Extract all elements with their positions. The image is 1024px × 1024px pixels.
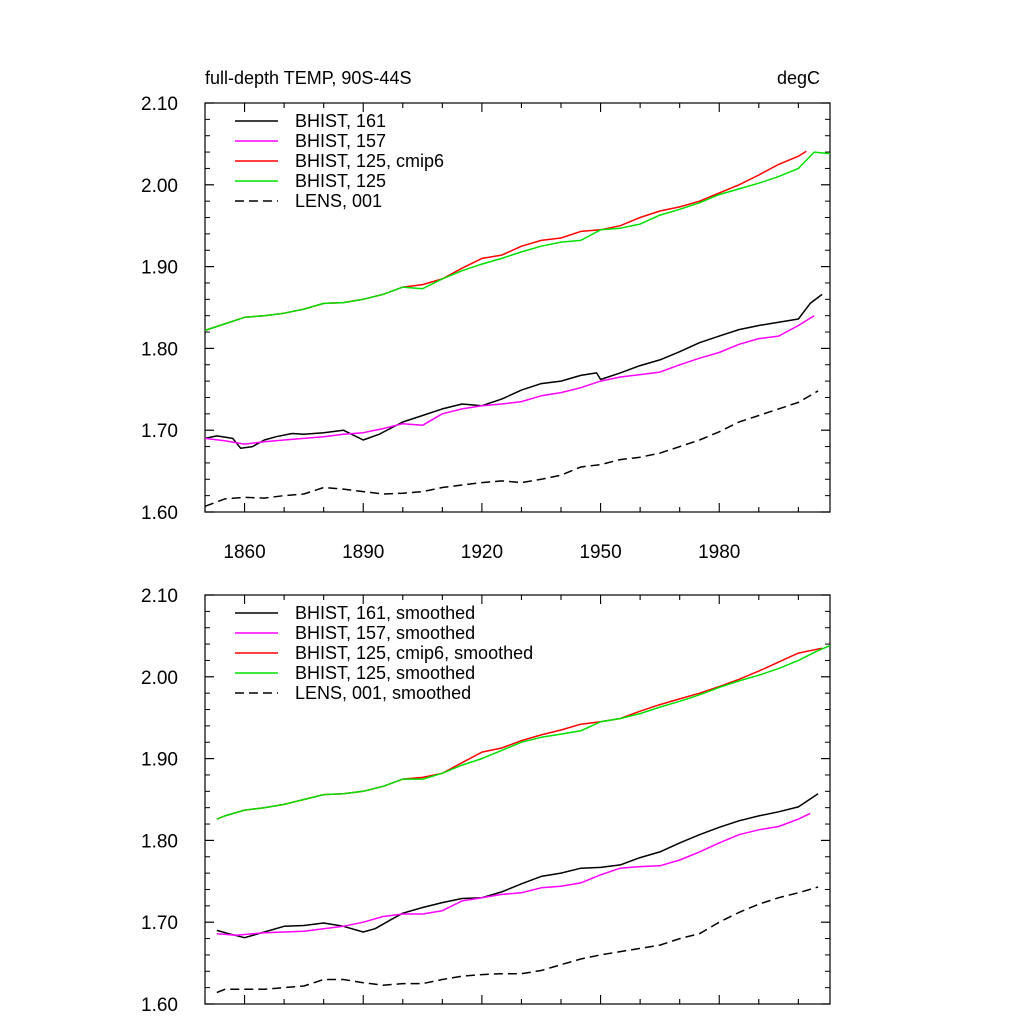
y-tick-label: 1.90 [141, 750, 178, 771]
x-tick-label: 1890 [342, 542, 384, 563]
series-line [204, 293, 823, 449]
y-tick-label: 2.00 [141, 176, 178, 197]
y-tick-label: 2.00 [141, 668, 178, 689]
series-line [204, 151, 831, 332]
top-panel: 1.60 1.70 1.80 1.90 2.00 2.10 1860 1890 1920 1950… [141, 94, 831, 563]
units-label: degC [777, 68, 820, 88]
y-tick-label: 1.60 [141, 995, 178, 1016]
y-tick-label: 1.60 [141, 503, 178, 524]
legend-label: BHIST, 157 [295, 131, 386, 151]
series-line [216, 886, 819, 994]
legend-label: BHIST, 125 [295, 171, 386, 191]
y-tick-label: 1.90 [141, 258, 178, 279]
series-line [216, 793, 819, 939]
series-line [216, 812, 811, 937]
legend-label: BHIST, 161 [295, 111, 386, 131]
plot-frame [204, 594, 831, 1005]
series-line [204, 315, 815, 445]
plot-frame [204, 102, 831, 513]
y-tick-label: 1.80 [141, 831, 178, 852]
y-tick-label: 2.10 [141, 94, 178, 115]
x-tick-label: 1920 [461, 542, 503, 563]
chart-title: full-depth TEMP, 90S-44S [205, 68, 411, 88]
bottom-panel: 1.60 1.70 1.80 1.90 2.00 2.10 BHIST, 161, smoo… [141, 586, 831, 1016]
legend-label: LENS, 001 [295, 191, 382, 211]
series-line [216, 645, 831, 820]
legend-label: BHIST, 125, cmip6 [295, 151, 444, 171]
series-line [204, 390, 819, 508]
y-tick-label: 1.80 [141, 339, 178, 360]
legend-label: LENS, 001, smoothed [295, 683, 471, 703]
y-tick-label: 1.70 [141, 421, 178, 442]
y-tick-label: 2.10 [141, 586, 178, 607]
legend-label: BHIST, 125, smoothed [295, 663, 475, 683]
y-tick-label: 1.70 [141, 913, 178, 934]
legend-label: BHIST, 161, smoothed [295, 603, 475, 623]
legend-label: BHIST, 157, smoothed [295, 623, 475, 643]
legend-label: BHIST, 125, cmip6, smoothed [295, 643, 533, 663]
x-tick-label: 1860 [223, 542, 265, 563]
x-tick-label: 1980 [698, 542, 740, 563]
x-tick-label: 1950 [579, 542, 621, 563]
